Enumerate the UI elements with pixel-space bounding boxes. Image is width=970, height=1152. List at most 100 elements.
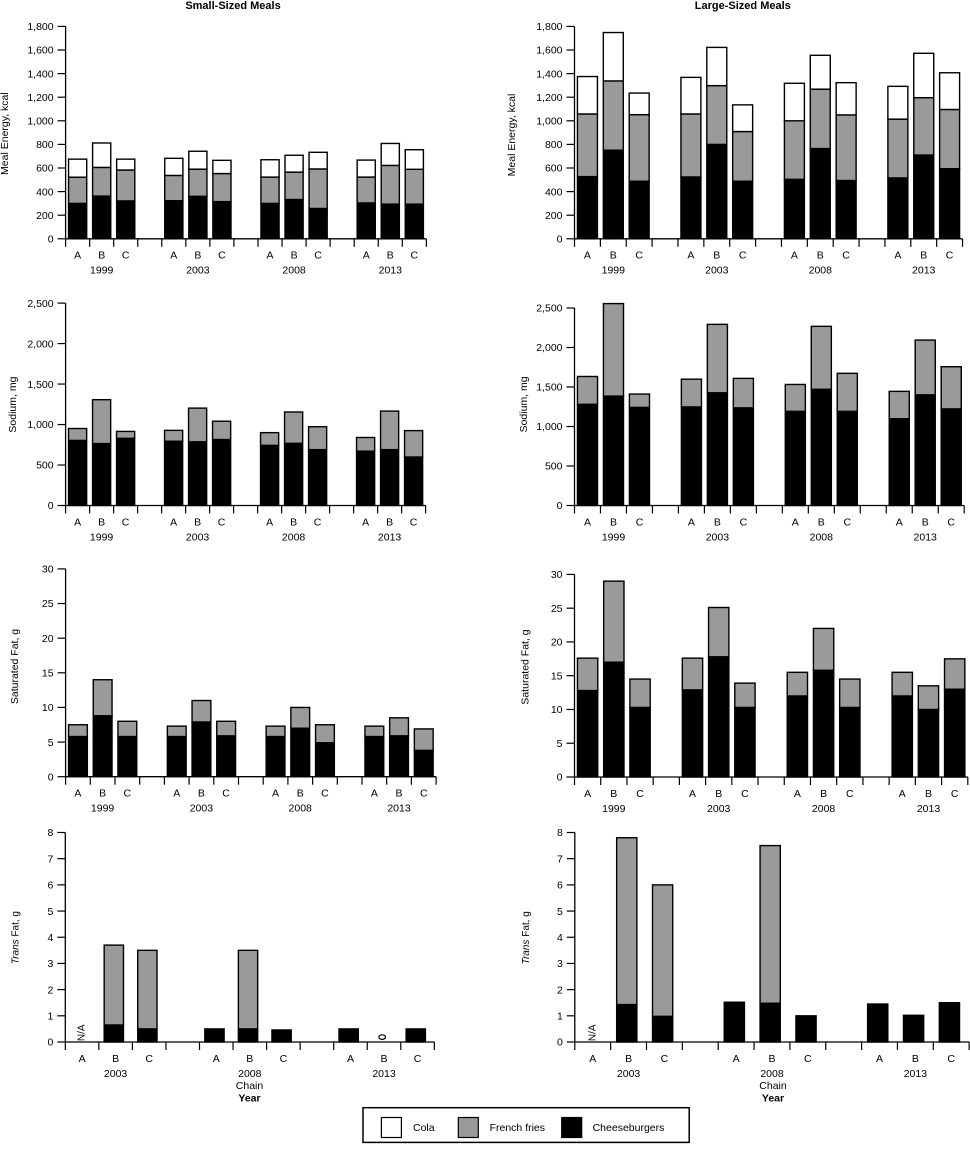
svg-text:2,000: 2,000 <box>536 342 562 354</box>
svg-text:C: C <box>844 516 852 528</box>
svg-text:2008: 2008 <box>812 803 836 815</box>
svg-text:Large-Sized Meals: Large-Sized Meals <box>695 0 791 12</box>
svg-text:A: A <box>362 516 369 528</box>
svg-text:C: C <box>636 516 644 528</box>
svg-text:25: 25 <box>42 598 54 610</box>
svg-text:6: 6 <box>47 880 53 892</box>
svg-text:B: B <box>291 250 298 262</box>
svg-text:B: B <box>198 788 205 800</box>
svg-text:A: A <box>213 1053 220 1065</box>
svg-text:C: C <box>947 1053 955 1065</box>
svg-text:5: 5 <box>48 737 54 749</box>
svg-text:2: 2 <box>557 984 563 996</box>
svg-text:2013: 2013 <box>372 1068 396 1080</box>
svg-text:200: 200 <box>36 210 54 222</box>
svg-text:Saturated Fat, g: Saturated Fat, g <box>9 629 21 704</box>
svg-text:B: B <box>920 250 927 262</box>
svg-text:2013: 2013 <box>378 531 402 543</box>
svg-text:2003: 2003 <box>186 531 210 543</box>
svg-text:B: B <box>768 1053 775 1065</box>
svg-text:4: 4 <box>557 932 563 944</box>
svg-text:C: C <box>946 250 954 262</box>
svg-text:C: C <box>314 516 322 528</box>
svg-text:B: B <box>912 1053 919 1065</box>
svg-text:30: 30 <box>42 564 54 576</box>
svg-text:B: B <box>246 1053 253 1065</box>
svg-text:Trans Fat, g: Trans Fat, g <box>521 911 532 964</box>
svg-text:30: 30 <box>551 569 563 581</box>
svg-text:4: 4 <box>47 932 53 944</box>
svg-text:0: 0 <box>47 1037 53 1049</box>
svg-text:2,500: 2,500 <box>536 303 562 315</box>
svg-text:A: A <box>347 1053 354 1065</box>
svg-text:2008: 2008 <box>289 803 313 815</box>
svg-text:6: 6 <box>557 880 563 892</box>
svg-text:1: 1 <box>47 1011 53 1023</box>
svg-text:B: B <box>99 788 106 800</box>
svg-text:Small-Sized Meals: Small-Sized Meals <box>185 0 280 12</box>
svg-text:1,000: 1,000 <box>536 421 562 433</box>
svg-text:C: C <box>636 788 644 800</box>
svg-text:800: 800 <box>545 139 563 151</box>
svg-text:1,000: 1,000 <box>27 419 53 431</box>
svg-text:B: B <box>922 516 929 528</box>
svg-text:C: C <box>145 1053 153 1065</box>
svg-text:French fries: French fries <box>490 1122 545 1134</box>
svg-text:B: B <box>817 250 824 262</box>
svg-text:0: 0 <box>48 234 54 246</box>
svg-text:2013: 2013 <box>917 803 941 815</box>
svg-text:2,500: 2,500 <box>27 298 53 310</box>
svg-text:B: B <box>290 516 297 528</box>
svg-text:C: C <box>122 250 130 262</box>
svg-text:15: 15 <box>42 668 54 680</box>
svg-text:5: 5 <box>557 738 563 750</box>
svg-text:0: 0 <box>557 500 563 512</box>
svg-text:1999: 1999 <box>602 803 626 815</box>
svg-text:1999: 1999 <box>91 803 115 815</box>
svg-text:Cheeseburgers: Cheeseburgers <box>593 1122 665 1134</box>
svg-text:Cola: Cola <box>413 1122 435 1134</box>
svg-text:C: C <box>122 516 130 528</box>
svg-text:A: A <box>584 516 591 528</box>
svg-text:1,000: 1,000 <box>536 116 562 128</box>
svg-text:Meal Energy, kcal: Meal Energy, kcal <box>0 92 11 175</box>
svg-text:A: A <box>688 516 695 528</box>
svg-text:C: C <box>804 1053 812 1065</box>
svg-text:600: 600 <box>545 163 563 175</box>
svg-text:2013: 2013 <box>914 531 938 543</box>
svg-text:C: C <box>846 788 854 800</box>
svg-text:5: 5 <box>47 906 53 918</box>
svg-text:A: A <box>584 788 591 800</box>
svg-text:B: B <box>715 788 722 800</box>
svg-text:1,500: 1,500 <box>27 379 53 391</box>
svg-text:1,200: 1,200 <box>27 92 53 104</box>
svg-text:A: A <box>363 250 370 262</box>
svg-text:10: 10 <box>42 702 54 714</box>
svg-text:2008: 2008 <box>238 1068 262 1080</box>
svg-text:A: A <box>687 250 694 262</box>
svg-text:2003: 2003 <box>705 265 729 277</box>
svg-text:N/A: N/A <box>587 1024 598 1041</box>
svg-text:B: B <box>610 788 617 800</box>
svg-text:8: 8 <box>47 827 53 839</box>
svg-text:1,500: 1,500 <box>536 382 562 394</box>
svg-text:C: C <box>314 250 322 262</box>
svg-text:2008: 2008 <box>282 265 306 277</box>
svg-text:A: A <box>791 250 798 262</box>
svg-text:25: 25 <box>551 603 563 615</box>
svg-text:B: B <box>380 1053 387 1065</box>
svg-text:2,000: 2,000 <box>27 338 53 350</box>
svg-text:C: C <box>951 788 959 800</box>
svg-text:B: B <box>194 516 201 528</box>
svg-text:1,600: 1,600 <box>27 45 53 57</box>
svg-text:C: C <box>739 250 747 262</box>
svg-text:A: A <box>894 250 901 262</box>
svg-text:B: B <box>386 516 393 528</box>
svg-text:800: 800 <box>36 139 54 151</box>
svg-text:0: 0 <box>557 1037 563 1049</box>
svg-text:B: B <box>98 516 105 528</box>
svg-text:0: 0 <box>557 234 563 246</box>
svg-text:C: C <box>947 516 955 528</box>
svg-text:Chain: Chain <box>759 1080 787 1092</box>
svg-text:10: 10 <box>551 704 563 716</box>
